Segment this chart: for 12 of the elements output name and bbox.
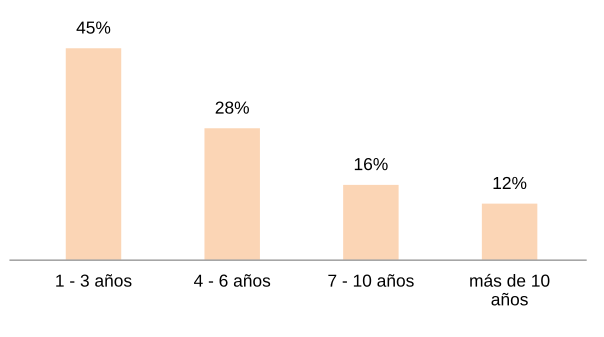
data-label: 28% — [216, 101, 249, 114]
data-label: 45% — [76, 21, 110, 34]
bar — [204, 128, 260, 260]
x-tick-label: 7 - 10 años — [328, 274, 414, 287]
data-label: 16% — [354, 158, 388, 170]
bar — [343, 184, 399, 260]
x-tick-label: 4 - 6 años — [194, 274, 270, 287]
data-label: 12% — [494, 176, 526, 190]
x-tick-label: más de 10 años — [470, 274, 550, 306]
x-tick-label: 1 - 3 años — [56, 274, 132, 287]
bar — [66, 48, 122, 260]
bar — [482, 204, 538, 260]
